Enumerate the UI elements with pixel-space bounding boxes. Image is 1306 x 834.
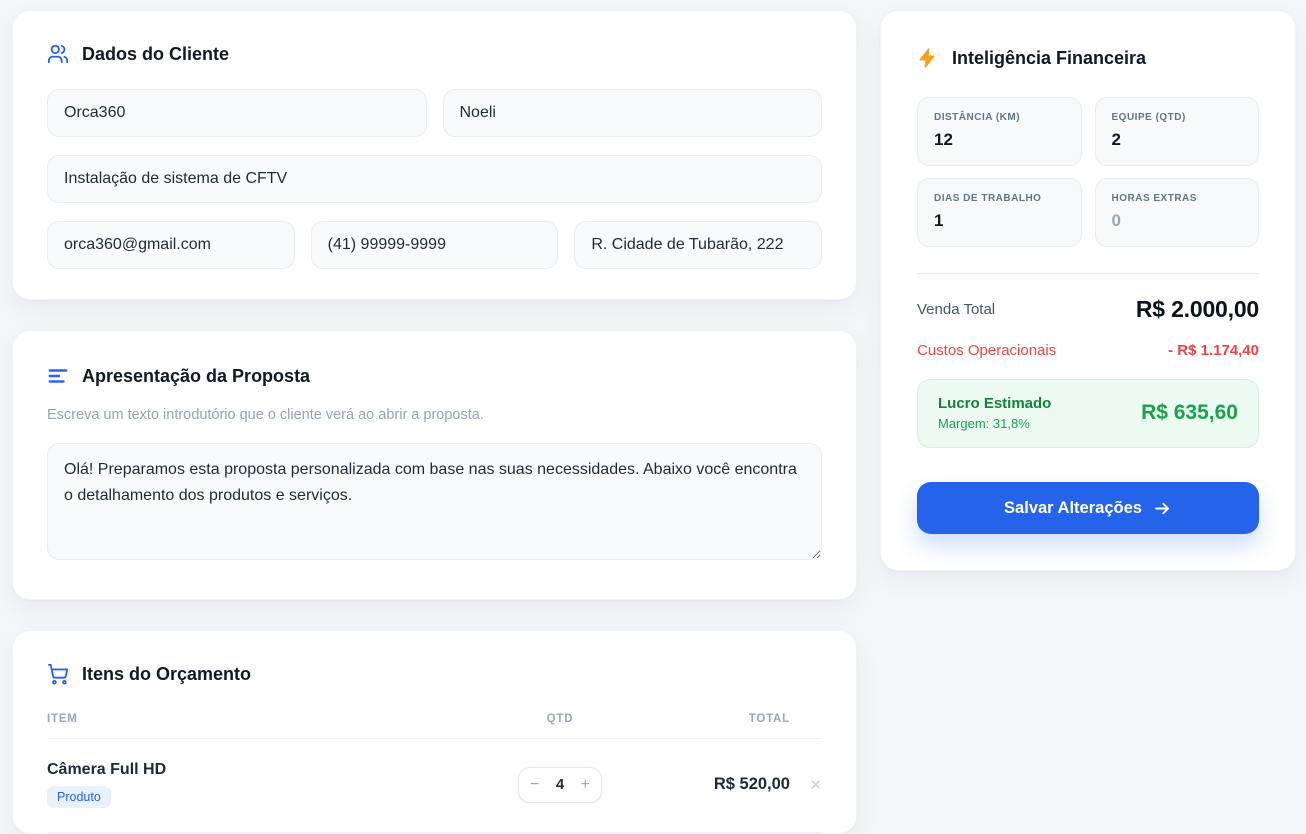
proposal-card: Apresentação da Proposta Escreva um text…	[12, 330, 857, 600]
company-field[interactable]	[47, 89, 427, 137]
profit-margin: Margem: 31,8%	[938, 416, 1030, 431]
proposal-textarea[interactable]: Olá! Preparamos esta proposta personaliz…	[47, 443, 822, 560]
stats-grid: DISTÂNCIA (KM) 12 EQUIPE (QTD) 2 DIAS DE…	[917, 97, 1259, 247]
proposal-card-title-text: Apresentação da Proposta	[82, 365, 311, 386]
profit-value: R$ 635,60	[1141, 401, 1238, 424]
save-changes-button[interactable]: Salvar Alterações	[917, 482, 1259, 534]
client-row-3	[47, 221, 822, 269]
lightning-bolt-icon	[917, 47, 939, 69]
stat-distance[interactable]: DISTÂNCIA (KM) 12	[917, 97, 1082, 166]
item-cell: Câmera Full HD Produto	[47, 761, 480, 808]
total-sale-label: Venda Total	[917, 301, 996, 318]
finance-card-title-text: Inteligência Financeira	[952, 47, 1147, 68]
operational-costs-label: Custos Operacionais	[917, 342, 1057, 359]
profit-text-block: Lucro Estimado Margem: 31,8%	[938, 395, 1051, 431]
stat-workdays-label: DIAS DE TRABALHO	[934, 193, 1042, 204]
table-row: Câmera Full HD Produto − 4 + R$ 520,00 ✕	[47, 739, 822, 833]
profit-label: Lucro Estimado	[938, 395, 1052, 412]
client-row-1	[47, 89, 822, 137]
align-left-icon	[47, 365, 69, 387]
main-column: Dados do Cliente	[12, 10, 857, 834]
stat-distance-label: DISTÂNCIA (KM)	[934, 112, 1021, 123]
contact-field[interactable]	[442, 89, 822, 137]
shopping-cart-icon	[47, 663, 69, 685]
project-field[interactable]	[47, 155, 822, 203]
proposal-hint: Escreva um texto introdutório que o clie…	[47, 407, 484, 423]
items-card-title: Itens do Orçamento	[47, 663, 822, 685]
client-row-2	[47, 155, 822, 203]
stat-team-value: 2	[1111, 130, 1121, 149]
phone-field[interactable]	[310, 221, 559, 269]
stat-workdays-value: 1	[934, 211, 944, 230]
stat-team[interactable]: EQUIPE (QTD) 2	[1094, 97, 1259, 166]
qty-increase-button[interactable]: +	[580, 775, 590, 793]
users-icon	[47, 43, 69, 65]
stat-team-label: EQUIPE (QTD)	[1111, 112, 1186, 123]
stat-distance-value: 12	[934, 130, 953, 149]
item-name: Câmera Full HD	[47, 761, 167, 778]
sidebar-column: Inteligência Financeira DISTÂNCIA (KM) 1…	[880, 10, 1296, 571]
financial-intelligence-card: Inteligência Financeira DISTÂNCIA (KM) 1…	[880, 10, 1296, 571]
proposal-card-title: Apresentação da Proposta	[47, 365, 822, 387]
quantity-stepper[interactable]: − 4 +	[518, 766, 602, 803]
address-field[interactable]	[574, 221, 822, 269]
items-table-header: ITEM QTD TOTAL	[47, 713, 822, 739]
stat-overtime-value: 0	[1111, 211, 1121, 230]
remove-item-icon[interactable]: ✕	[809, 776, 822, 794]
col-total-header: TOTAL	[748, 713, 790, 725]
qty-value: 4	[555, 776, 565, 793]
operational-costs-value: - R$ 1.174,40	[1168, 342, 1259, 359]
finance-card-title: Inteligência Financeira	[917, 47, 1259, 69]
budget-items-card: Itens do Orçamento ITEM QTD TOTAL Câmera…	[12, 630, 857, 834]
client-card-title: Dados do Cliente	[47, 43, 822, 65]
save-changes-label: Salvar Alterações	[1004, 498, 1142, 517]
stat-workdays[interactable]: DIAS DE TRABALHO 1	[917, 178, 1082, 247]
qty-decrease-button[interactable]: −	[530, 775, 540, 793]
client-data-card: Dados do Cliente	[12, 10, 857, 300]
client-card-title-text: Dados do Cliente	[82, 43, 230, 64]
email-field[interactable]	[47, 221, 295, 269]
col-item-header: ITEM	[47, 713, 78, 725]
total-sale-value: R$ 2.000,00	[1135, 296, 1259, 322]
col-qty-header: QTD	[546, 713, 574, 725]
arrow-right-icon	[1155, 502, 1169, 514]
operational-costs-row: Custos Operacionais - R$ 1.174,40	[917, 342, 1259, 359]
row-total: R$ 520,00	[713, 775, 790, 793]
stat-overtime-label: HORAS EXTRAS	[1111, 193, 1197, 204]
qty-cell: − 4 +	[480, 766, 640, 803]
stat-overtime[interactable]: HORAS EXTRAS 0	[1094, 178, 1259, 247]
total-sale-row: Venda Total R$ 2.000,00	[917, 296, 1259, 323]
divider	[917, 273, 1259, 274]
estimated-profit-box: Lucro Estimado Margem: 31,8% R$ 635,60	[917, 379, 1259, 448]
items-card-title-text: Itens do Orçamento	[82, 663, 252, 684]
item-type-badge: Produto	[47, 786, 111, 808]
